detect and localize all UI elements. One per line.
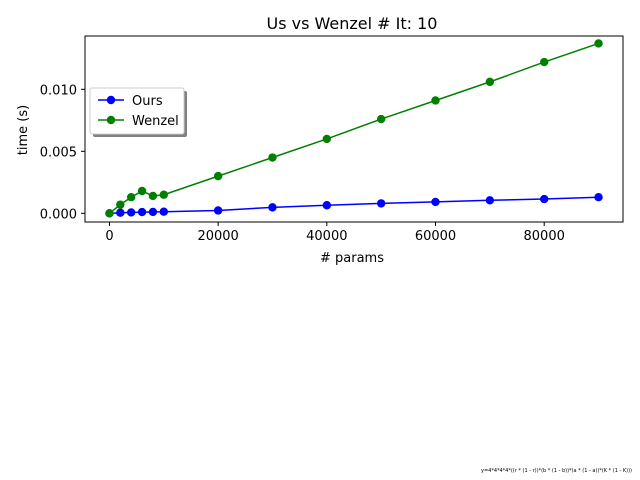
x-axis: 0 20000 40000 60000 80000	[105, 222, 565, 244]
legend-marker-ours	[106, 95, 116, 105]
data-point-wenzel	[148, 191, 158, 201]
plot-area	[84, 35, 624, 223]
y-tick-label: 0.000	[40, 207, 77, 222]
data-point-ours	[594, 193, 603, 202]
x-tick-label: 80000	[524, 229, 565, 244]
series-wenzel	[105, 39, 603, 218]
legend-marker-wenzel	[106, 115, 116, 125]
y-tick-label: 0.005	[40, 145, 77, 160]
data-point-ours	[322, 201, 332, 210]
y-tick-label: 0.010	[40, 83, 77, 98]
data-point-wenzel	[126, 193, 136, 202]
data-point-ours	[148, 207, 158, 217]
data-point-ours	[268, 203, 277, 212]
data-point-ours	[431, 197, 440, 207]
x-axis-label: # params	[320, 251, 384, 266]
data-point-ours	[540, 194, 549, 204]
plot-frame	[84, 35, 624, 223]
data-point-wenzel	[431, 96, 440, 105]
data-point-wenzel	[159, 190, 168, 199]
x-tick-label: 0	[105, 229, 113, 244]
data-point-wenzel	[485, 77, 495, 87]
legend: Ours Wenzel	[89, 87, 187, 137]
x-tick-label: 40000	[306, 229, 347, 244]
x-tick-label: 60000	[415, 229, 456, 244]
footnote: y=4*4*4*4*((r * (1 - r))*(b * (1 - b))*(…	[480, 468, 632, 474]
data-point-ours	[116, 208, 125, 217]
data-point-wenzel	[213, 171, 223, 181]
y-axis-label: time (s)	[16, 105, 31, 155]
data-point-ours	[376, 199, 386, 208]
data-point-wenzel	[105, 209, 114, 218]
data-point-ours	[126, 208, 136, 217]
data-point-wenzel	[116, 200, 125, 209]
data-point-wenzel	[540, 57, 549, 67]
data-point-wenzel	[137, 186, 147, 196]
data-point-ours	[213, 206, 223, 215]
legend-label-ours: Ours	[132, 94, 163, 109]
series-layer	[105, 39, 603, 218]
data-point-wenzel	[268, 153, 277, 162]
data-point-ours	[159, 207, 168, 216]
x-tick-label: 20000	[197, 229, 238, 244]
series-ours	[105, 193, 603, 218]
chart-title: Us vs Wenzel # It: 10	[267, 14, 438, 33]
data-point-ours	[485, 196, 495, 205]
data-point-ours	[137, 207, 147, 217]
data-point-wenzel	[322, 134, 332, 144]
data-point-wenzel	[376, 114, 386, 124]
legend-label-wenzel: Wenzel	[132, 114, 179, 129]
series-line-ours	[109, 196, 599, 215]
data-point-wenzel	[594, 39, 603, 48]
y-axis: 0.000 0.005 0.010	[40, 83, 85, 222]
